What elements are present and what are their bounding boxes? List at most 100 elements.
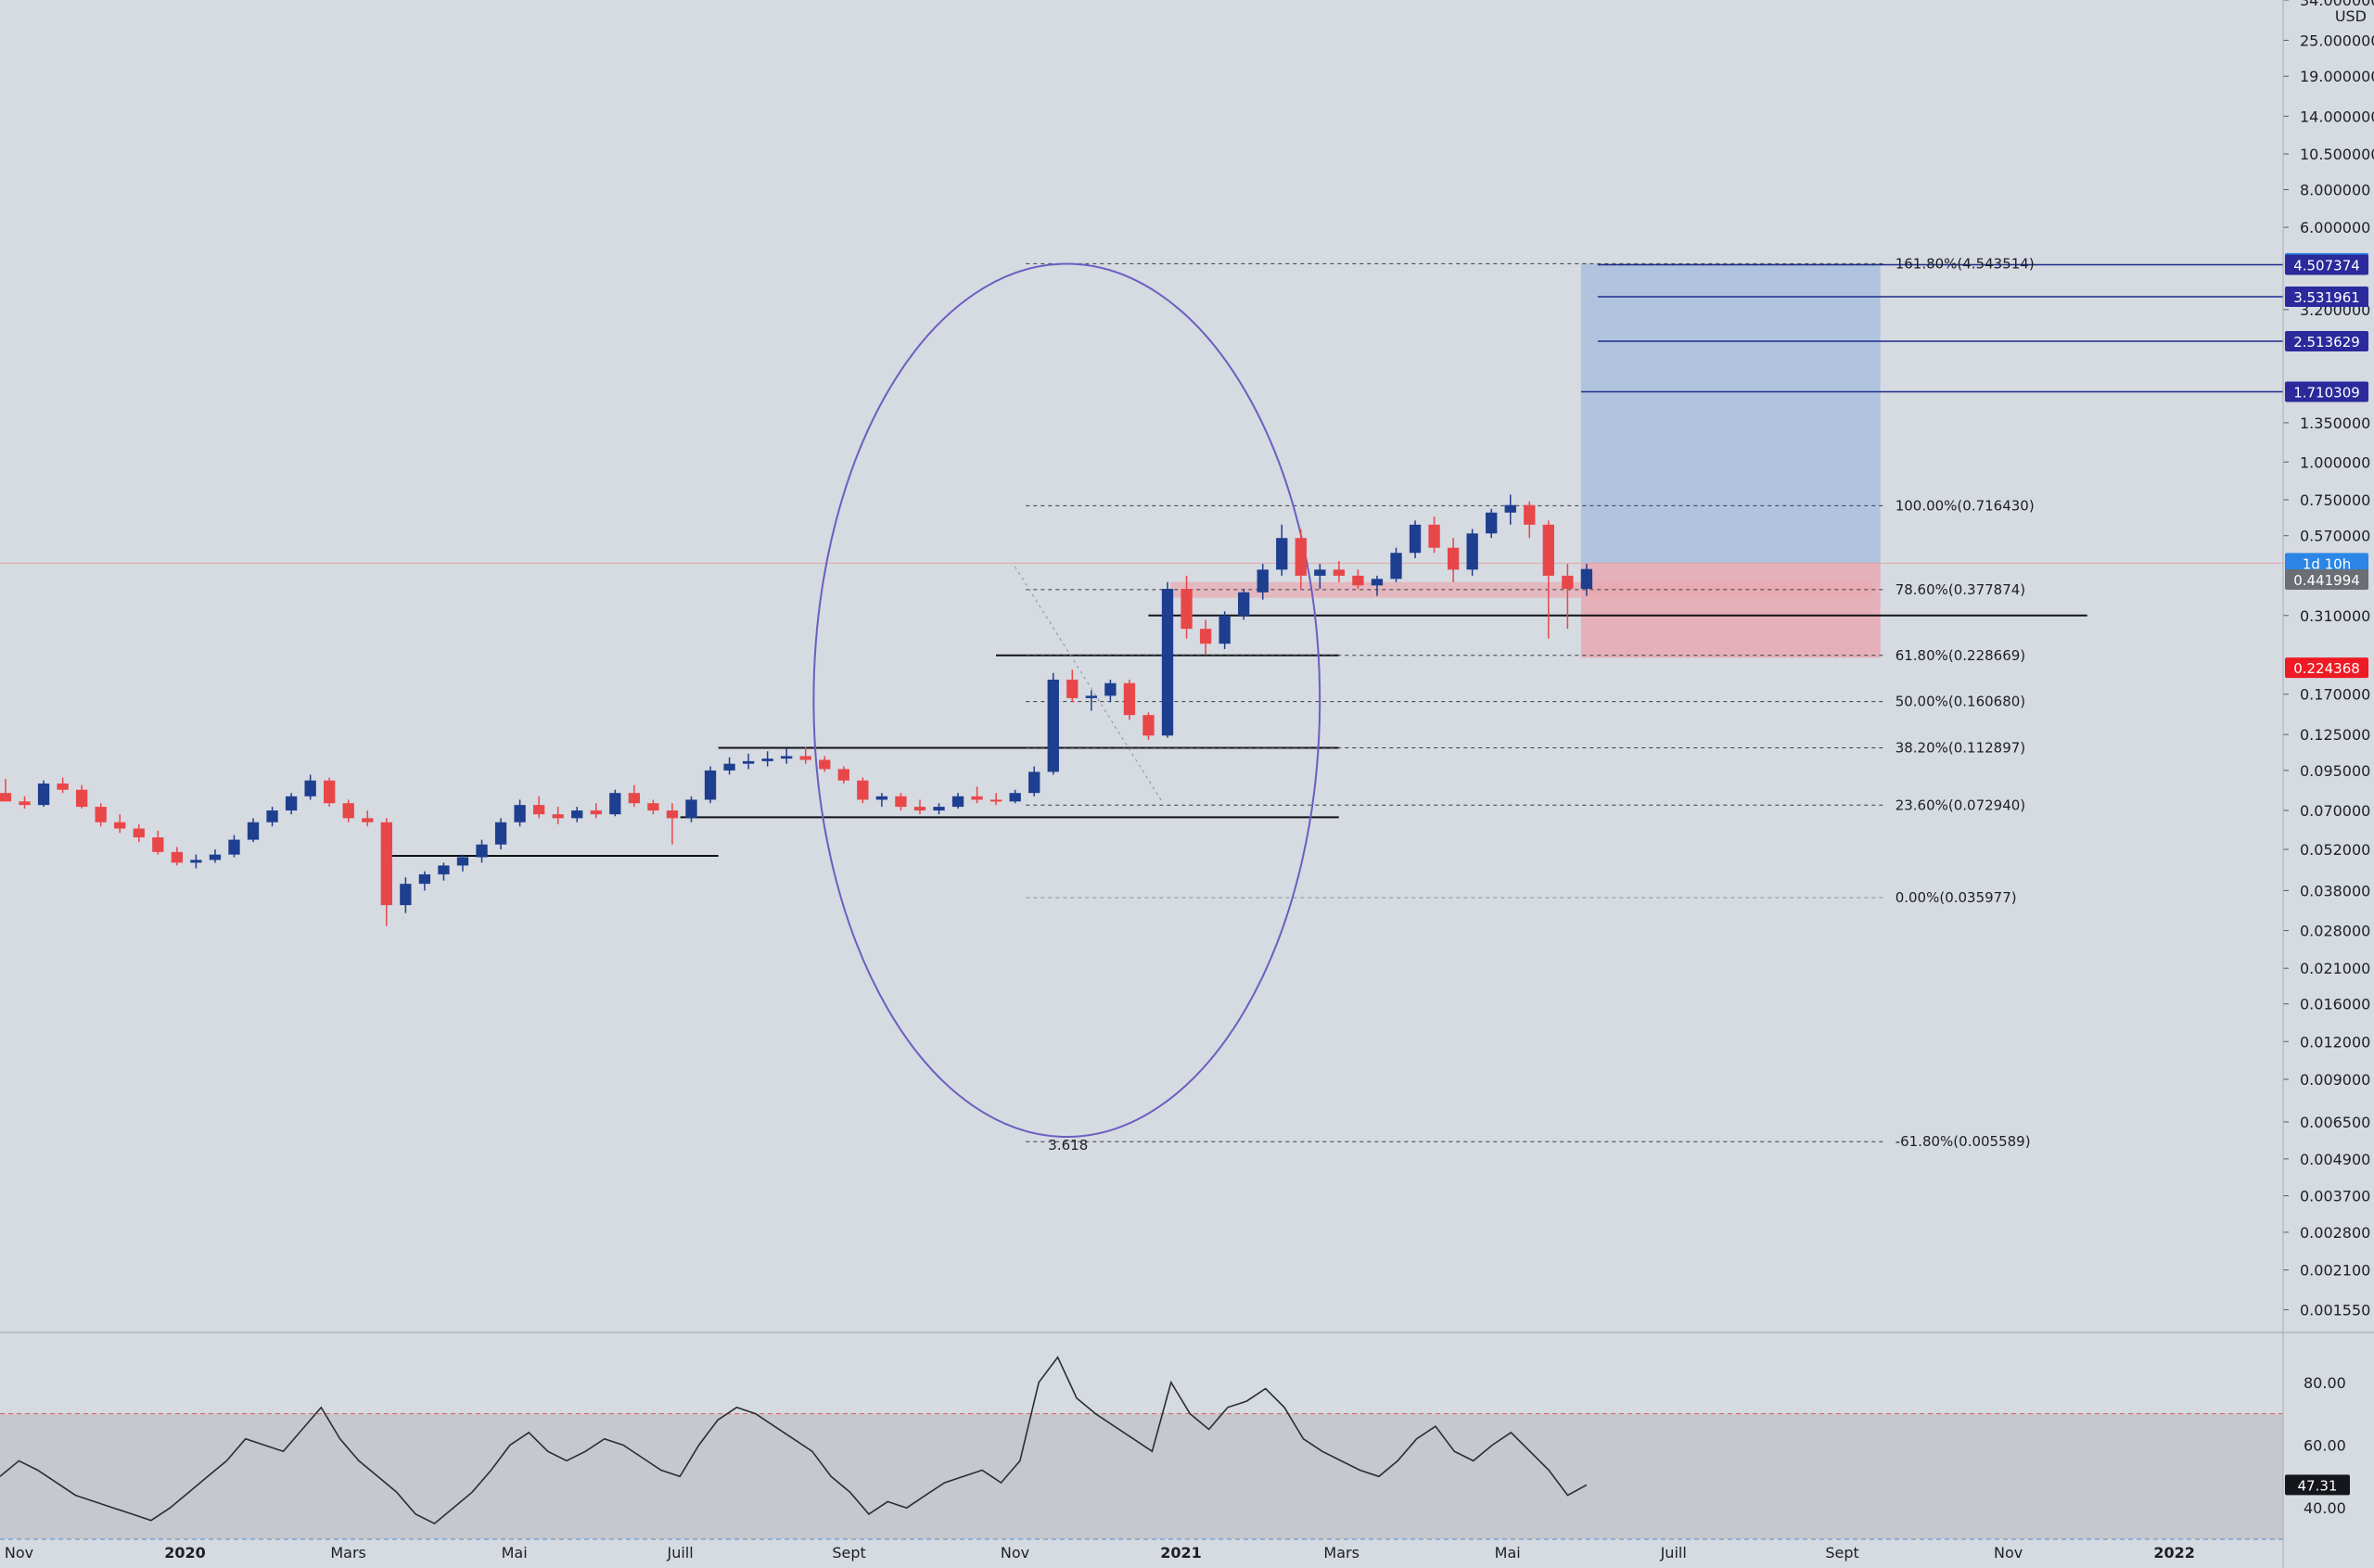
candle-body (1428, 524, 1440, 548)
candle-body (1009, 793, 1021, 802)
price-tick-label: 0.001550 (2300, 1301, 2370, 1319)
ellipse-drawing: 3.618 (812, 262, 1321, 1154)
stop-zone (1580, 563, 1881, 658)
candle-body (933, 807, 945, 811)
candle-body (971, 796, 983, 800)
candle-body (857, 780, 869, 800)
candle-body (247, 822, 260, 840)
rsi-tick-label: 80.00 (2304, 1374, 2346, 1392)
candle-body (37, 783, 50, 806)
fib-label: 23.60%(0.072940) (1895, 797, 2025, 813)
fib-label: 100.00%(0.716430) (1895, 497, 2035, 514)
candle-body (1028, 771, 1040, 794)
candle-body (228, 839, 240, 855)
candle-body (1047, 679, 1059, 772)
candle-body (1466, 533, 1478, 570)
candle-body (609, 793, 621, 815)
candle-body (209, 854, 222, 860)
price-tick-label: 0.095000 (2300, 762, 2370, 780)
time-tick-label: Mai (502, 1544, 528, 1562)
fib-label: 38.20%(0.112897) (1895, 740, 2025, 757)
price-tick-label: 0.125000 (2300, 726, 2370, 744)
rsi-current-label: 47.31 (2298, 1477, 2338, 1494)
candle-body (1352, 575, 1364, 586)
candle-body (1123, 682, 1136, 716)
candle-body (1295, 538, 1307, 576)
price-tag-label: 0.441994 (2293, 572, 2360, 589)
candle-body (704, 770, 717, 800)
candle-body (494, 822, 507, 845)
candle-body (362, 818, 374, 822)
time-tick-label: 2021 (1160, 1544, 1202, 1562)
candle-body (152, 837, 164, 852)
candle-body (1257, 569, 1269, 593)
candle-body (1486, 512, 1498, 534)
price-tick-label: 0.004900 (2300, 1151, 2370, 1168)
candle-body (190, 860, 202, 863)
candle-body (723, 763, 735, 771)
price-tick-label: 0.009000 (2300, 1071, 2370, 1089)
candle-body (304, 780, 316, 797)
candle-body (571, 810, 583, 819)
price-tag (2285, 553, 2368, 574)
time-tick-label: Mai (1495, 1544, 1521, 1562)
fib-label: 78.60%(0.377874) (1895, 581, 2025, 598)
price-tick-label: 10.500000 (2300, 146, 2374, 163)
time-tick-label: Nov (1001, 1544, 1029, 1562)
time-tick-label: Nov (5, 1544, 33, 1562)
candle-body (1524, 504, 1536, 525)
candle-body (133, 828, 145, 838)
rsi-line (0, 1356, 1588, 1525)
candle-body (989, 799, 1002, 802)
rsi-pane: 80.00 60.00 40.00 47.31 (0, 1356, 2350, 1540)
candle-body (1219, 615, 1231, 644)
candle-body (1371, 579, 1384, 586)
candle-body (438, 865, 450, 874)
price-tag-label: 4.507374 (2293, 258, 2360, 274)
fib-label: 50.00%(0.160680) (1895, 694, 2025, 710)
time-tick-label: 2022 (2153, 1544, 2195, 1562)
candle-body (95, 807, 107, 822)
price-tag (2285, 657, 2368, 679)
price-tick-label: 8.000000 (2300, 181, 2370, 198)
price-tick-label: 0.038000 (2300, 882, 2370, 899)
ellipse-label: 3.618 (1048, 1137, 1088, 1154)
price-tick-label: 0.070000 (2300, 802, 2370, 820)
candle-body (951, 796, 964, 808)
candle-body (380, 822, 392, 906)
price-tick-label: 0.052000 (2300, 841, 2370, 859)
candle-body (1333, 569, 1346, 576)
price-tick-label: 0.002100 (2300, 1262, 2370, 1280)
price-tag (2285, 254, 2368, 275)
candle-body (742, 760, 755, 764)
fib-label: 161.80%(4.543514) (1895, 255, 2035, 272)
candle-body (1181, 589, 1193, 630)
candle-body (819, 759, 831, 770)
price-tag (2285, 331, 2368, 352)
price-tag-label: 1d 10h (2303, 555, 2351, 572)
price-tick-label: 0.750000 (2300, 491, 2370, 509)
price-tick-label: 6.000000 (2300, 219, 2370, 236)
price-tag-label: 0.224368 (2293, 660, 2360, 677)
fib-label: 61.80%(0.228669) (1895, 647, 2025, 664)
candle-body (647, 803, 659, 811)
candle-body (1161, 589, 1174, 736)
time-tick-label: Mars (1323, 1544, 1359, 1562)
candle-body (1390, 553, 1402, 580)
price-tick-label: 0.570000 (2300, 528, 2370, 545)
time-tick-label: Sept (1825, 1544, 1858, 1562)
candle-body (171, 851, 184, 863)
position-zones (0, 263, 2283, 658)
price-tag-label: 1.710309 (2293, 384, 2360, 401)
price-tick-label: 19.000000 (2300, 68, 2374, 85)
price-tick-label: 0.003700 (2300, 1188, 2370, 1205)
price-tick-label: 0.016000 (2300, 996, 2370, 1013)
price-tick-label: 0.310000 (2300, 607, 2370, 625)
candle-body (76, 789, 88, 808)
candle-body (685, 799, 697, 819)
candle-body (400, 884, 412, 906)
candle-body (895, 796, 907, 808)
price-tag-label: 3.531961 (2293, 289, 2360, 306)
candle-body (1142, 715, 1155, 736)
